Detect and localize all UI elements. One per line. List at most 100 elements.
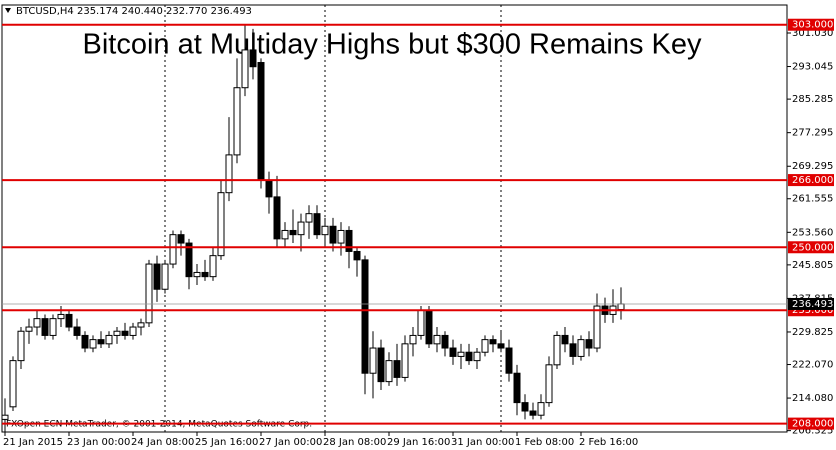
candle-body xyxy=(153,263,161,290)
candle-body xyxy=(97,339,105,345)
candle-body xyxy=(185,242,193,278)
candle-body xyxy=(465,351,473,362)
candle-body xyxy=(225,154,233,194)
level-label-box xyxy=(788,18,834,31)
level-label-box xyxy=(788,174,834,187)
candle-body xyxy=(217,192,225,257)
candle-body xyxy=(529,410,537,416)
y-tick-label: 206.325 xyxy=(792,426,833,437)
candle-body xyxy=(105,334,113,345)
candle-body xyxy=(297,221,305,236)
level-label: 266.000 xyxy=(792,175,833,186)
candle-body xyxy=(81,334,89,349)
x-tick-label: 31 Jan 00:00 xyxy=(451,437,514,448)
x-tick-label: 23 Jan 00:00 xyxy=(67,437,130,448)
x-tick-label: 24 Jan 08:00 xyxy=(131,437,194,448)
menu-arrow xyxy=(5,8,11,13)
candle-body xyxy=(561,334,569,345)
candle-body xyxy=(209,255,217,278)
last-price-box xyxy=(788,297,834,310)
candle-body xyxy=(169,234,177,265)
level-label: 208.000 xyxy=(792,419,833,430)
candle-body xyxy=(401,343,409,378)
candle-body xyxy=(193,271,201,278)
candle-body xyxy=(281,229,289,240)
candle-body xyxy=(617,303,625,311)
candle-body xyxy=(273,196,281,240)
candle-body xyxy=(257,62,265,181)
candle-body xyxy=(57,313,65,320)
candle-body xyxy=(433,334,441,345)
candle-body xyxy=(345,229,353,252)
candle-body xyxy=(497,343,505,349)
x-tick-label: 2 Feb 16:00 xyxy=(579,437,638,448)
candle-body xyxy=(1,414,9,420)
y-tick-label: 229.825 xyxy=(792,327,833,338)
candle-body xyxy=(521,402,529,412)
candle-body xyxy=(201,271,209,278)
level-label-box xyxy=(788,241,834,254)
y-tick-label: 285.285 xyxy=(792,94,833,105)
candle-body xyxy=(593,305,601,349)
candle-body xyxy=(33,318,41,328)
level-label-box xyxy=(788,417,834,430)
candle-body xyxy=(25,326,33,332)
candle-body xyxy=(441,334,449,349)
candle-body xyxy=(233,87,241,156)
candle-body xyxy=(129,326,137,336)
candle-body xyxy=(289,229,297,236)
candle-body xyxy=(89,339,97,349)
level-label: 250.000 xyxy=(792,242,833,253)
y-tick-label: 277.295 xyxy=(792,128,833,139)
candle-body xyxy=(113,330,121,336)
x-tick-label: 21 Jan 2015 xyxy=(3,437,63,448)
candle-body xyxy=(337,229,345,244)
candle-body xyxy=(265,179,273,198)
candle-body xyxy=(305,213,313,223)
candle-body xyxy=(481,339,489,353)
level-label: 235.000 xyxy=(792,305,833,316)
candle-body xyxy=(137,322,145,328)
candle-body xyxy=(449,347,457,357)
last-price-label: 236.493 xyxy=(792,299,833,310)
x-tick-label: 25 Jan 16:00 xyxy=(195,437,258,448)
candle-body xyxy=(9,360,17,408)
candle-body xyxy=(377,347,385,383)
candle-body xyxy=(121,330,129,336)
candle-body xyxy=(161,263,169,290)
x-tick-label: 27 Jan 00:00 xyxy=(259,437,322,448)
candle-body xyxy=(49,318,57,336)
candle-body xyxy=(473,351,481,362)
candle-body xyxy=(329,225,337,244)
candle-body xyxy=(417,309,425,336)
candle-body xyxy=(321,225,329,236)
candle-body xyxy=(385,360,393,383)
candle-body xyxy=(145,263,153,324)
y-tick-label: 301.030 xyxy=(792,28,833,39)
candle-body xyxy=(353,250,361,261)
chart-header: BTCUSD,H4 235.174 240.440 232.770 236.49… xyxy=(16,6,252,17)
candle-body xyxy=(41,318,49,336)
y-tick-label: 269.295 xyxy=(792,161,833,172)
candle-body xyxy=(177,234,185,244)
candle-body xyxy=(545,364,553,404)
candle-body xyxy=(553,334,561,366)
level-label: 303.000 xyxy=(792,20,833,31)
candle-body xyxy=(409,334,417,345)
candle-body xyxy=(537,402,545,416)
x-tick-label: 1 Feb 08:00 xyxy=(515,437,574,448)
y-tick-label: 245.805 xyxy=(792,260,833,271)
candle-body xyxy=(73,326,81,336)
candle-body xyxy=(17,330,25,362)
y-tick-label: 222.070 xyxy=(792,360,833,371)
y-tick-label: 261.555 xyxy=(792,194,833,205)
candle-body xyxy=(457,351,465,357)
candle-body xyxy=(369,347,377,374)
y-tick-label: 253.560 xyxy=(792,227,833,238)
candle-body xyxy=(393,360,401,378)
x-tick-label: 29 Jan 16:00 xyxy=(387,437,450,448)
candle-body xyxy=(313,213,321,236)
y-tick-label: 293.045 xyxy=(792,62,833,73)
candle-body xyxy=(569,343,577,357)
